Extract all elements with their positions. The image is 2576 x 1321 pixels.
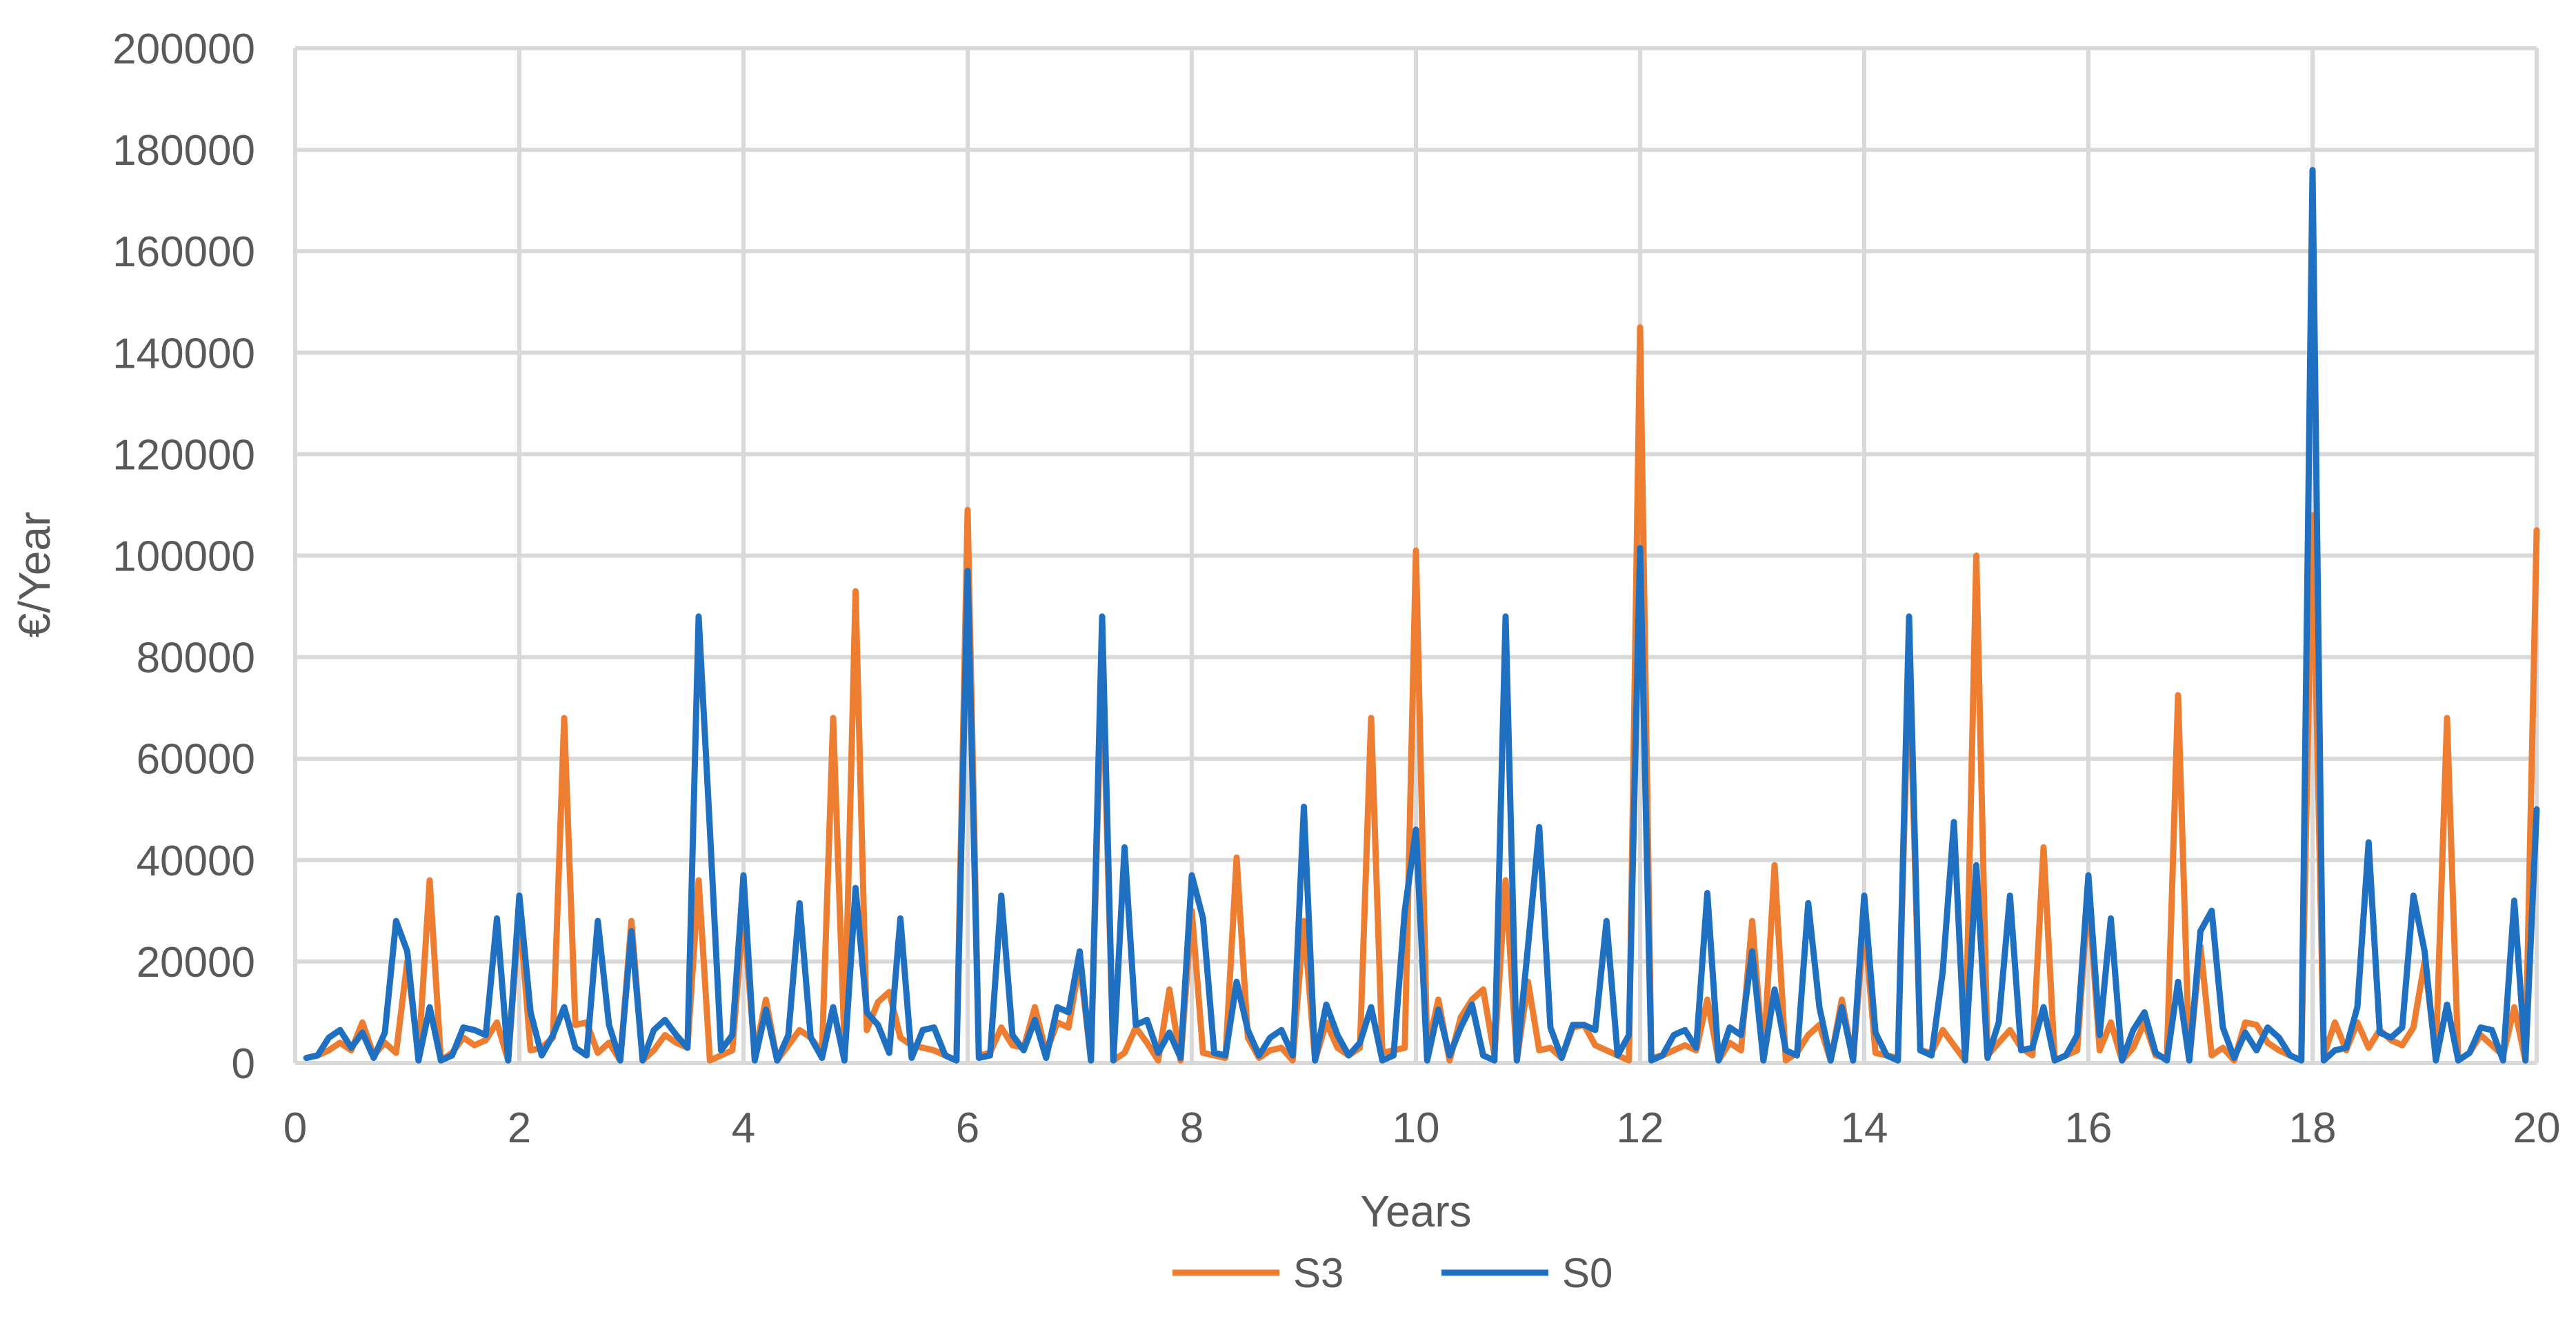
y-tick-label: 20000 xyxy=(137,939,255,986)
y-tick-label: 160000 xyxy=(112,228,255,276)
y-tick-label: 120000 xyxy=(112,431,255,479)
x-tick-label: 12 xyxy=(1617,1104,1664,1152)
tick-labels: 0 20000 40000 60000 80000 100000 120000 140000 1… xyxy=(112,26,2560,1152)
y-tick-label: 100000 xyxy=(112,533,255,581)
x-tick-label: 8 xyxy=(1180,1104,1204,1152)
plot-area xyxy=(303,167,2540,1064)
x-axis-label: Years xyxy=(1360,1186,1471,1236)
series-s0-line xyxy=(303,167,2540,1064)
y-tick-label: 60000 xyxy=(137,736,255,784)
x-tick-label: 18 xyxy=(2289,1104,2337,1152)
x-tick-label: 10 xyxy=(1392,1104,1440,1152)
x-tick-label: 20 xyxy=(2513,1104,2561,1152)
y-tick-label: 40000 xyxy=(137,837,255,885)
x-tick-label: 2 xyxy=(508,1104,531,1152)
y-tick-label: 80000 xyxy=(137,635,255,682)
x-tick-label: 14 xyxy=(1841,1104,1888,1152)
x-tick-label: 16 xyxy=(2065,1104,2113,1152)
y-tick-label: 180000 xyxy=(112,127,255,175)
legend: S3 S0 xyxy=(1172,1250,1613,1296)
x-tick-label: 4 xyxy=(732,1104,755,1152)
y-axis-label: €/Year xyxy=(10,512,59,638)
x-tick-label: 0 xyxy=(283,1104,307,1152)
y-tick-label: 140000 xyxy=(112,330,255,377)
y-tick-label: 0 xyxy=(232,1040,255,1088)
y-tick-label: 200000 xyxy=(112,26,255,73)
legend-s0-label: S0 xyxy=(1562,1250,1613,1296)
legend-s3-label: S3 xyxy=(1293,1250,1344,1296)
x-tick-label: 6 xyxy=(956,1104,979,1152)
